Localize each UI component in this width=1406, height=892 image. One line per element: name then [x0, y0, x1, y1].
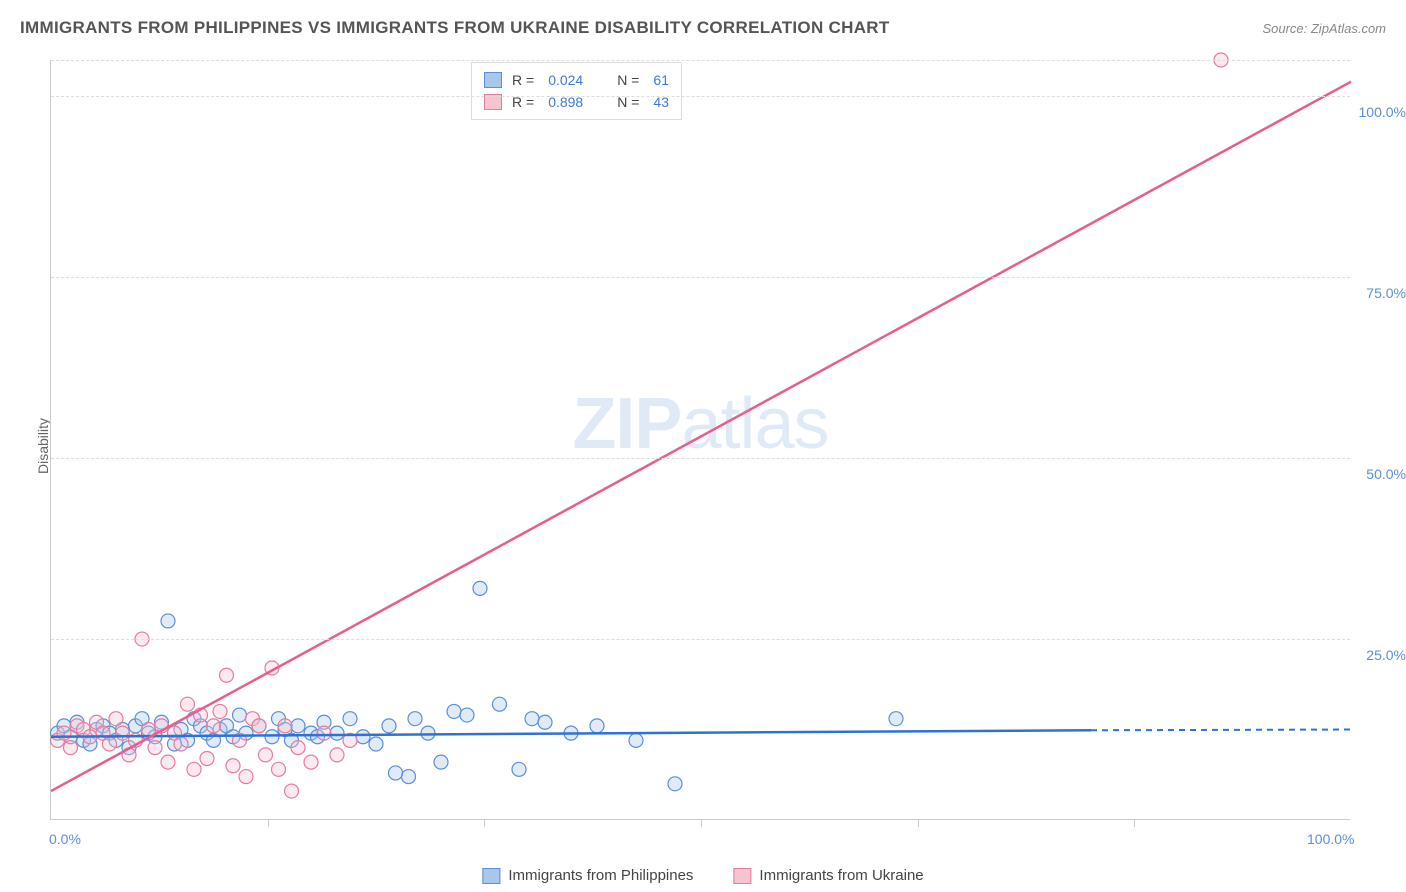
data-point: [220, 668, 234, 682]
data-point: [382, 719, 396, 733]
gridline: [51, 639, 1350, 640]
data-point: [356, 730, 370, 744]
y-tick-label: 25.0%: [1366, 647, 1406, 663]
data-point: [369, 737, 383, 751]
data-point: [408, 712, 422, 726]
data-point: [181, 697, 195, 711]
data-point: [233, 708, 247, 722]
data-point: [174, 737, 188, 751]
y-tick-label: 100.0%: [1359, 104, 1406, 120]
legend-row: R = 0.024 N = 61: [484, 69, 669, 91]
series-legend-label: Immigrants from Ukraine: [759, 867, 923, 884]
legend-n-label: N =: [617, 69, 639, 91]
x-tick: [701, 819, 702, 827]
data-point: [889, 712, 903, 726]
legend-n-value: 43: [653, 91, 669, 113]
y-axis-title: Disability: [35, 418, 51, 474]
y-tick-label: 75.0%: [1366, 285, 1406, 301]
data-point: [239, 770, 253, 784]
legend-swatch: [482, 868, 500, 884]
data-point: [259, 748, 273, 762]
x-tick-label: 100.0%: [1307, 831, 1354, 847]
data-point: [538, 715, 552, 729]
x-tick-label: 0.0%: [49, 831, 81, 847]
data-point: [304, 755, 318, 769]
gridline: [51, 60, 1350, 61]
data-point: [330, 748, 344, 762]
data-point: [402, 770, 416, 784]
legend-n-value: 61: [653, 69, 669, 91]
plot-svg: [51, 60, 1350, 819]
legend-r-label: R =: [512, 69, 534, 91]
gridline: [51, 277, 1350, 278]
legend-swatch: [733, 868, 751, 884]
data-point: [64, 741, 78, 755]
data-point: [525, 712, 539, 726]
data-point: [317, 726, 331, 740]
data-point: [460, 708, 474, 722]
gridline: [51, 458, 1350, 459]
regression-line-extrapolated: [1091, 730, 1351, 731]
title-bar: IMMIGRANTS FROM PHILIPPINES VS IMMIGRANT…: [20, 18, 1386, 38]
legend-r-value: 0.024: [548, 69, 583, 91]
x-tick: [1134, 819, 1135, 827]
data-point: [207, 719, 221, 733]
data-point: [389, 766, 403, 780]
data-point: [285, 784, 299, 798]
source-attribution: Source: ZipAtlas.com: [1262, 21, 1386, 36]
chart-title: IMMIGRANTS FROM PHILIPPINES VS IMMIGRANT…: [20, 18, 890, 38]
gridline: [51, 96, 1350, 97]
data-point: [103, 737, 117, 751]
data-point: [265, 730, 279, 744]
data-point: [447, 704, 461, 718]
data-point: [668, 777, 682, 791]
data-point: [200, 751, 214, 765]
x-tick: [484, 819, 485, 827]
data-point: [272, 762, 286, 776]
data-point: [148, 741, 162, 755]
data-point: [291, 741, 305, 755]
data-point: [629, 733, 643, 747]
data-point: [343, 712, 357, 726]
y-tick-label: 50.0%: [1366, 466, 1406, 482]
data-point: [226, 759, 240, 773]
plot-area: ZIPatlas R =0.024N =61R =0.898N =43 25.0…: [50, 60, 1350, 820]
data-point: [512, 762, 526, 776]
data-point: [57, 726, 71, 740]
data-point: [330, 726, 344, 740]
data-point: [252, 719, 266, 733]
data-point: [434, 755, 448, 769]
series-legend-label: Immigrants from Philippines: [508, 867, 693, 884]
statistics-legend: R = 0.024 N = 61 R = 0.898 N = 43: [471, 62, 682, 120]
series-legend: Immigrants from Philippines Immigrants fr…: [482, 867, 923, 884]
data-point: [116, 726, 130, 740]
legend-n-label: N =: [617, 91, 639, 113]
data-point: [493, 697, 507, 711]
legend-r-value: 0.898: [548, 91, 583, 113]
series-legend-item: Immigrants from Philippines: [482, 867, 693, 884]
data-point: [473, 581, 487, 595]
data-point: [161, 755, 175, 769]
data-point: [187, 762, 201, 776]
data-point: [161, 614, 175, 628]
x-tick: [268, 819, 269, 827]
data-point: [590, 719, 604, 733]
regression-line: [51, 82, 1351, 791]
legend-row: R = 0.898 N = 43: [484, 91, 669, 113]
series-legend-item: Immigrants from Ukraine: [733, 867, 923, 884]
data-point: [278, 719, 292, 733]
x-tick: [918, 819, 919, 827]
legend-r-label: R =: [512, 91, 534, 113]
legend-swatch: [484, 72, 502, 88]
data-point: [109, 712, 123, 726]
data-point: [291, 719, 305, 733]
data-point: [213, 704, 227, 718]
